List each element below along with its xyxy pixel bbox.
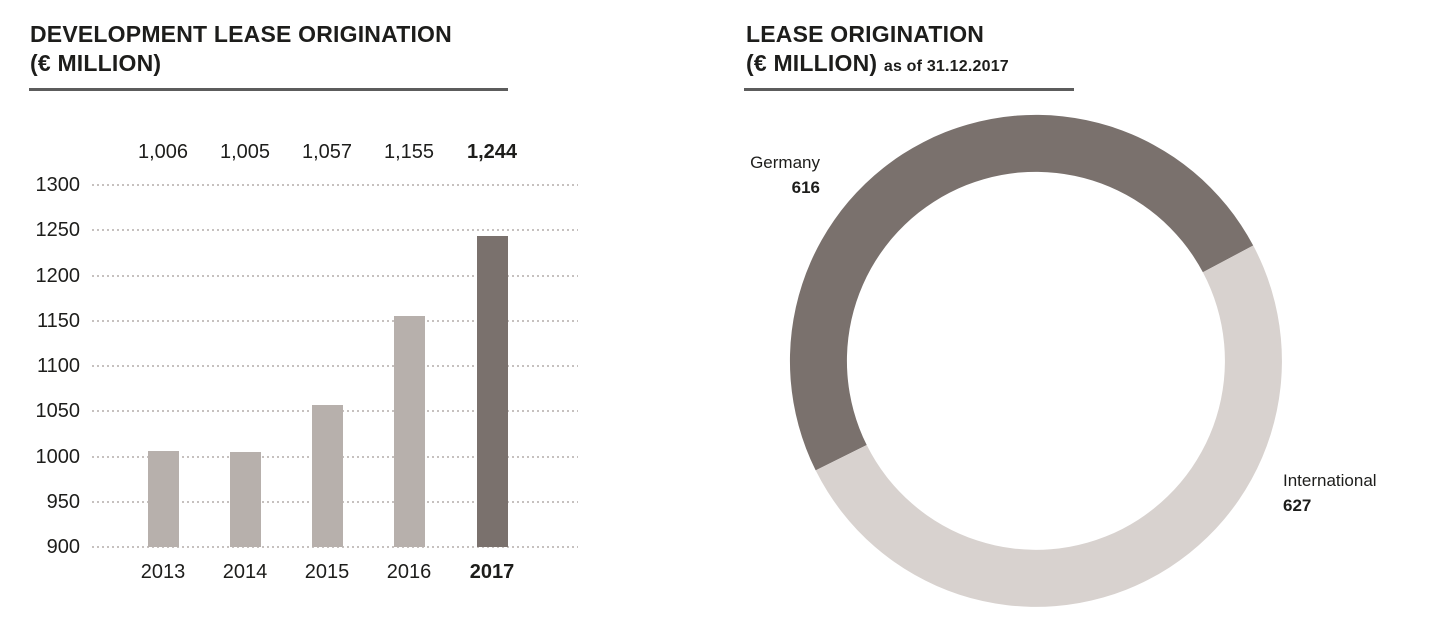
bar-value-2014: 1,005	[219, 141, 271, 163]
y-axis-label-1150: 1150	[36, 309, 80, 332]
gridline-1250	[92, 229, 578, 232]
legend-international-label: International	[1283, 471, 1377, 490]
legend-germany-label: Germany	[750, 153, 820, 172]
bar-2017	[476, 235, 508, 547]
y-axis-label-1300: 1300	[35, 174, 81, 196]
y-axis-label-1100: 1100	[36, 355, 80, 377]
legend-international: International 627	[1283, 468, 1440, 518]
bar-chart-title-underline	[29, 88, 508, 91]
bar-value-2015: 1,057	[301, 141, 353, 163]
legend-germany-value: 616	[791, 178, 820, 197]
donut-chart	[789, 114, 1282, 607]
gridline-1100	[92, 365, 578, 367]
bar-2016	[393, 316, 425, 547]
bar-2014	[229, 451, 261, 547]
y-axis-label-1000: 1000	[35, 445, 81, 468]
gridline-1150	[92, 319, 578, 322]
gridline-1300	[92, 184, 578, 186]
donut-chart-title-underline	[744, 88, 1074, 91]
bar-value-2017: 1,244	[466, 141, 518, 163]
bar-2013	[147, 451, 179, 547]
bar-plot-area: 1300 1250 1200 1150 1100 1050 1000 950 900 1,006 2…	[35, 141, 578, 583]
bar-value-2016: 1,155	[383, 141, 435, 163]
donut-chart-title-line2: (€ MILLION)	[746, 50, 878, 76]
gridline-1200	[92, 274, 578, 277]
donut-chart-title-line1: LEASE ORIGINATION	[746, 21, 985, 47]
bar-2015	[311, 404, 343, 547]
bar-chart-title-line1: DEVELOPMENT LEASE ORIGINATION	[30, 21, 452, 47]
donut-chart-title: LEASE ORIGINATION (€ MILLION) as of 31.12…	[746, 20, 1074, 81]
bar-value-2013: 1,006	[137, 141, 189, 163]
legend-germany: Germany 616	[660, 150, 820, 200]
bar-chart-title: DEVELOPMENT LEASE ORIGINATION (€ MILLION)	[30, 20, 508, 78]
gridline-900	[92, 546, 578, 548]
donut-chart-title-text: LEASE ORIGINATION (€ MILLION) as of 31.12…	[746, 20, 1074, 81]
y-axis-label-1250: 1250	[35, 219, 81, 242]
x-axis-label-2013: 2013	[140, 561, 186, 583]
x-axis-label-2016: 2016	[386, 561, 432, 583]
bar-chart-title-line2: (€ MILLION)	[30, 50, 162, 76]
y-axis-label-1200: 1200	[35, 264, 81, 287]
donut-chart-title-suffix: as of 31.12.2017	[883, 58, 1009, 75]
x-axis-label-2017: 2017	[469, 561, 515, 583]
y-axis-label-900: 900	[46, 536, 80, 558]
donut-segment-germany	[789, 114, 1254, 471]
x-axis-label-2015: 2015	[304, 561, 350, 583]
donut-segment-international	[815, 245, 1282, 607]
x-axis-label-2014: 2014	[222, 561, 268, 583]
y-axis-label-1050: 1050	[35, 400, 81, 423]
bar-chart-title-text: DEVELOPMENT LEASE ORIGINATION (€ MILLION)	[30, 20, 508, 78]
legend-international-value: 627	[1283, 496, 1312, 515]
y-axis-label-950: 950	[46, 490, 80, 513]
